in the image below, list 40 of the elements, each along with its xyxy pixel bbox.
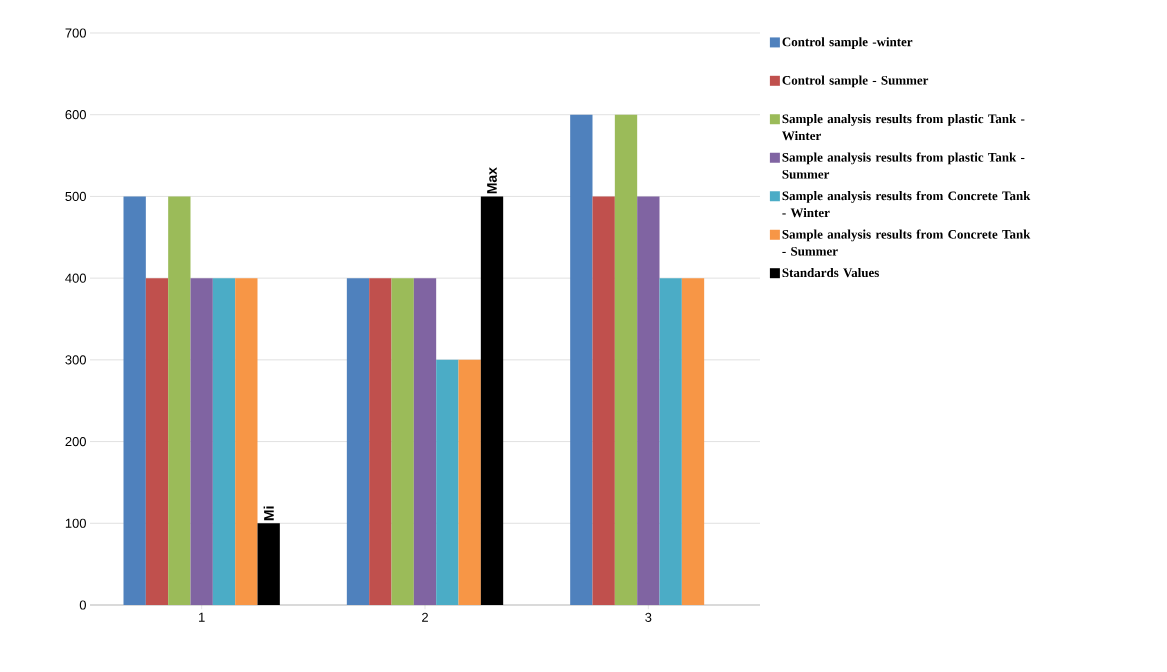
bar [480, 196, 504, 605]
y-tick-label: 700 [65, 28, 86, 38]
annotation: Max [487, 167, 497, 194]
y-tick-label: 300 [65, 355, 86, 365]
bar [190, 278, 213, 605]
legend-label: Standards Values [782, 267, 879, 278]
bar [659, 278, 682, 605]
x-tick-label: 1 [199, 612, 205, 622]
annotation: Mi [263, 506, 274, 521]
y-tick-label: 0 [79, 600, 86, 610]
bar [614, 114, 638, 605]
legend-label: Sample analysis results from Concrete Tank - Winter [782, 190, 1031, 218]
bar [637, 196, 660, 605]
bar [346, 278, 370, 605]
y-tick-label: 100 [65, 518, 86, 528]
bar [391, 278, 414, 605]
bar [145, 278, 169, 605]
bar [458, 359, 481, 605]
bar [413, 278, 437, 605]
y-tick-label: 200 [65, 436, 86, 447]
bar [212, 278, 236, 605]
y-tick-label: 500 [65, 191, 86, 202]
bar [168, 196, 191, 605]
y-tick-label: 600 [65, 110, 86, 120]
legend-label: Sample analysis results from plastic Tank - Summer [782, 152, 1025, 179]
legend-label: Control sample -winter [782, 37, 913, 49]
bar [235, 278, 258, 605]
legend-label: Sample analysis results from Concrete Tank - Summer [782, 229, 1031, 256]
legend-label: Control sample - Summer [782, 75, 929, 88]
x-tick-label: 3 [645, 612, 652, 622]
bar [257, 523, 280, 605]
bar [570, 114, 593, 605]
bar [369, 278, 392, 605]
x-tick-label: 2 [422, 612, 428, 622]
bar [592, 196, 615, 605]
y-tick-label: 400 [65, 273, 86, 283]
bar [123, 196, 146, 605]
bar [681, 278, 705, 605]
legend-label: Sample analysis results from plastic Tank - Winter [782, 113, 1025, 141]
bar [436, 359, 459, 605]
